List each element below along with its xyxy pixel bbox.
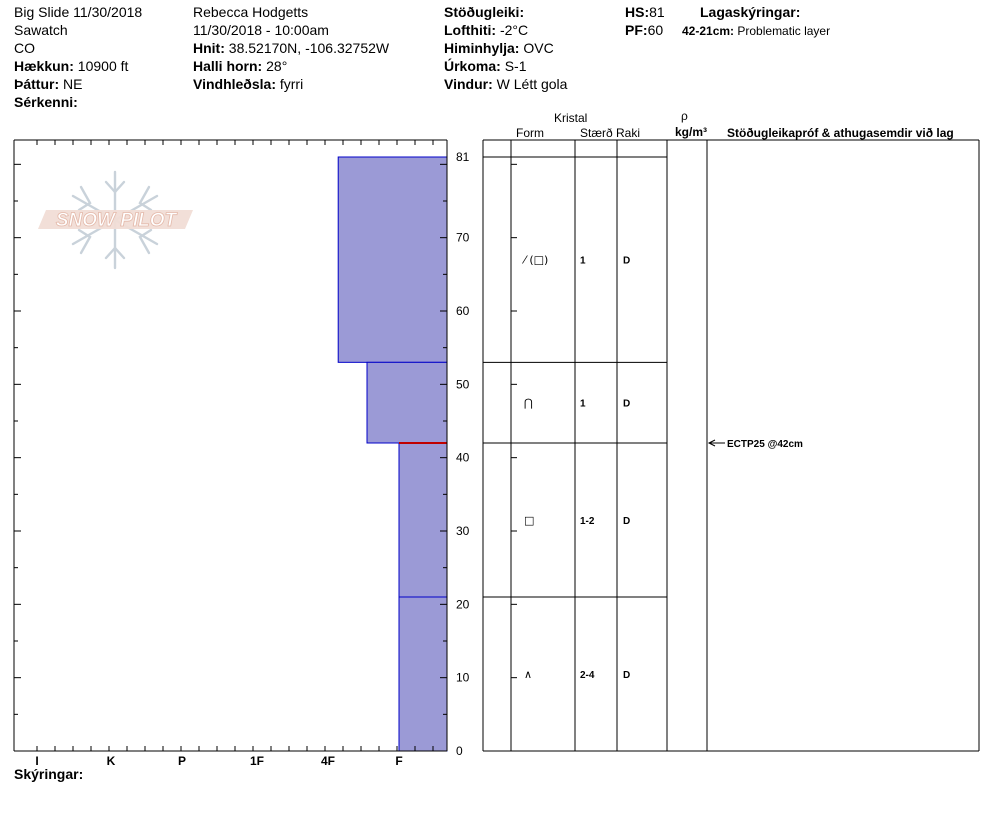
hardness-bar <box>398 442 448 598</box>
elevation: Hækkun: 10900 ft <box>14 58 128 75</box>
test-arrow-head <box>707 439 716 447</box>
hardness-tick-label: K <box>107 754 116 768</box>
density-unit-header: kg/m³ <box>675 125 708 139</box>
tests-header: Stöðugleikapróf & athugasemdir við lag <box>727 126 954 140</box>
stability-test-label: ECTP25 @42cm <box>727 439 803 450</box>
grain-form-symbol: ⋂ <box>524 397 533 410</box>
precipitation: Úrkoma: S-1 <box>444 58 526 75</box>
wind-loading: Vindhleðsla: fyrri <box>193 76 303 93</box>
hs-value: 81 <box>649 4 665 20</box>
grain-size-value: 1 <box>580 399 586 410</box>
pf: PF:60 <box>625 22 663 39</box>
elevation-value: 10900 ft <box>77 58 129 74</box>
grain-form-symbol: ⁄ (□) <box>521 254 548 267</box>
hs-label: HS: <box>625 4 650 20</box>
moisture-value: D <box>623 670 630 681</box>
stability-label: Stöðugleiki: <box>444 4 525 20</box>
depth-tick-label: 60 <box>456 304 470 318</box>
layer-range: 42-21cm: <box>682 24 735 38</box>
depth-tick-label: 40 <box>456 451 470 465</box>
specifics-label: Sérkenni: <box>14 94 78 110</box>
coordinates: Hnit: 38.52170N, -106.32752W <box>193 40 389 57</box>
moisture-value: D <box>623 516 630 527</box>
depth-tick-label: 81 <box>456 150 470 164</box>
rho-header: ρ <box>681 109 688 123</box>
grain-form-symbol: □ <box>524 514 534 527</box>
moisture-header: Raki <box>616 126 641 140</box>
air-temp-label: Lofthiti: <box>444 22 497 38</box>
air-temp: Lofthiti: -2°C <box>444 22 528 39</box>
sky-cover: Himinhylja: OVC <box>444 40 554 57</box>
grain-size-value: 1 <box>580 256 586 267</box>
wind-loading-label: Vindhleðsla: <box>193 76 276 92</box>
notes-label: Skýringar: <box>14 766 84 782</box>
hardness-tick-label: P <box>178 754 186 768</box>
air-temp-value: -2°C <box>499 22 529 38</box>
sky-label: Himinhylja: <box>444 40 520 56</box>
pf-label: PF: <box>625 22 648 38</box>
observer: Rebecca Hodgetts <box>193 4 309 20</box>
form-header: Form <box>516 126 544 140</box>
layer-note: Problematic layer <box>737 24 831 38</box>
layer-legend: 42-21cm: Problematic layer <box>682 23 830 40</box>
grain-size-value: 1-2 <box>580 516 595 527</box>
hardness-tick-label: F <box>395 754 402 768</box>
depth-tick-label: 70 <box>456 231 470 245</box>
hardness-tick-label: I <box>35 754 38 768</box>
slope-label: Halli horn: <box>193 58 263 74</box>
hardness-tick-label: 4F <box>321 754 335 768</box>
sky-value: OVC <box>523 40 554 56</box>
site-title: Big Slide 11/30/2018 <box>14 4 143 20</box>
coords-label: Hnit: <box>193 40 225 56</box>
grain-form-symbol: ∧ <box>524 668 532 681</box>
state: CO <box>14 40 35 56</box>
datetime: 11/30/2018 - 10:00am <box>193 22 329 38</box>
legend-label: Lagaskýringar: <box>700 4 801 20</box>
aspect-value: NE <box>63 76 83 92</box>
hardness-bar <box>366 361 448 444</box>
snowpilot-logo-text: SNOW PILOT <box>56 210 178 231</box>
hardness-tick-label: 1F <box>250 754 264 768</box>
slope-angle: Halli horn: 28° <box>193 58 287 75</box>
wind-loading-value: fyrri <box>279 76 304 92</box>
precip-label: Úrkoma: <box>444 58 501 74</box>
wind-label: Vindur: <box>444 76 493 92</box>
grain-size-value: 2-4 <box>580 670 595 681</box>
depth-tick-label: 30 <box>456 524 470 538</box>
depth-tick-label: 0 <box>456 744 463 758</box>
hardness-bar <box>398 596 448 752</box>
depth-tick-label: 20 <box>456 597 470 611</box>
hs: HS:81 <box>625 4 665 21</box>
aspect-label: Þáttur: <box>14 76 60 92</box>
coords-value: 38.52170N, -106.32752W <box>228 40 390 56</box>
depth-tick-label: 50 <box>456 377 470 391</box>
snowpilot-logo: SNOW PILOT <box>38 170 193 270</box>
moisture-value: D <box>623 256 630 267</box>
moisture-value: D <box>623 399 630 410</box>
pf-value: 60 <box>647 22 664 38</box>
crystal-header: Kristal <box>554 111 588 125</box>
depth-tick-label: 10 <box>456 671 470 685</box>
precip-value: S-1 <box>504 58 527 74</box>
wind: Vindur: W Létt gola <box>444 76 567 93</box>
mountain-range: Sawatch <box>14 22 68 38</box>
elevation-label: Hækkun: <box>14 58 74 74</box>
hardness-bar <box>337 156 448 363</box>
slope-value: 28° <box>266 58 288 74</box>
aspect: Þáttur: NE <box>14 76 82 93</box>
size-header: Stærð <box>580 126 613 140</box>
wind-value: W Létt gola <box>496 76 568 92</box>
